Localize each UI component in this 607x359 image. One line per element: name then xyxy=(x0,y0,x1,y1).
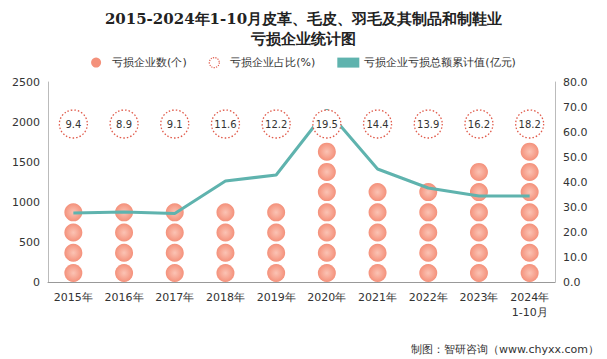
svg-text:0.0: 0.0 xyxy=(563,276,581,289)
svg-text:2018年: 2018年 xyxy=(206,291,245,304)
svg-text:亏损企业统计图: 亏损企业统计图 xyxy=(250,30,356,48)
svg-text:2022年: 2022年 xyxy=(409,291,448,304)
svg-text:60.0: 60.0 xyxy=(563,126,588,139)
svg-text:2500: 2500 xyxy=(12,76,40,89)
svg-text:19.5: 19.5 xyxy=(316,119,338,130)
svg-text:2017年: 2017年 xyxy=(155,291,194,304)
svg-text:500: 500 xyxy=(19,236,40,249)
svg-text:13.9: 13.9 xyxy=(417,119,439,130)
svg-text:2016年: 2016年 xyxy=(105,291,144,304)
svg-text:70.0: 70.0 xyxy=(563,101,588,114)
svg-text:1-10月: 1-10月 xyxy=(512,306,548,319)
svg-text:14.4: 14.4 xyxy=(366,119,388,130)
svg-text:10.0: 10.0 xyxy=(563,251,588,264)
svg-text:1000: 1000 xyxy=(12,196,40,209)
svg-text:12.2: 12.2 xyxy=(265,119,287,130)
svg-text:亏损企业占比(%): 亏损企业占比(%) xyxy=(230,56,315,69)
svg-text:9.4: 9.4 xyxy=(65,119,81,130)
svg-text:0: 0 xyxy=(33,276,40,289)
svg-text:亏损企业亏损总额累计值(亿元): 亏损企业亏损总额累计值(亿元) xyxy=(364,56,516,69)
svg-text:2019年: 2019年 xyxy=(257,291,296,304)
svg-text:亏损企业数(个): 亏损企业数(个) xyxy=(112,56,187,69)
svg-text:9.1: 9.1 xyxy=(167,119,183,130)
svg-text:2021年: 2021年 xyxy=(358,291,397,304)
svg-text:30.0: 30.0 xyxy=(563,201,588,214)
svg-text:50.0: 50.0 xyxy=(563,151,588,164)
svg-text:2015年: 2015年 xyxy=(54,291,93,304)
svg-text:18.2: 18.2 xyxy=(519,119,541,130)
svg-text:40.0: 40.0 xyxy=(563,176,588,189)
svg-text:2023年: 2023年 xyxy=(459,291,498,304)
svg-text:1500: 1500 xyxy=(12,156,40,169)
svg-text:2024年: 2024年 xyxy=(510,291,549,304)
svg-text:80.0: 80.0 xyxy=(563,76,588,89)
svg-text:2000: 2000 xyxy=(12,116,40,129)
svg-text:20.0: 20.0 xyxy=(563,226,588,239)
svg-text:8.9: 8.9 xyxy=(116,119,132,130)
svg-text:2020年: 2020年 xyxy=(307,291,346,304)
svg-text:制图：智研咨询（www.chyxx.com）: 制图：智研咨询（www.chyxx.com） xyxy=(411,343,599,356)
svg-text:11.6: 11.6 xyxy=(214,119,236,130)
svg-text:16.2: 16.2 xyxy=(468,119,490,130)
svg-text:2015-2024年1-10月皮革、毛皮、羽毛及其制品和制鞋: 2015-2024年1-10月皮革、毛皮、羽毛及其制品和制鞋业 xyxy=(105,10,502,28)
